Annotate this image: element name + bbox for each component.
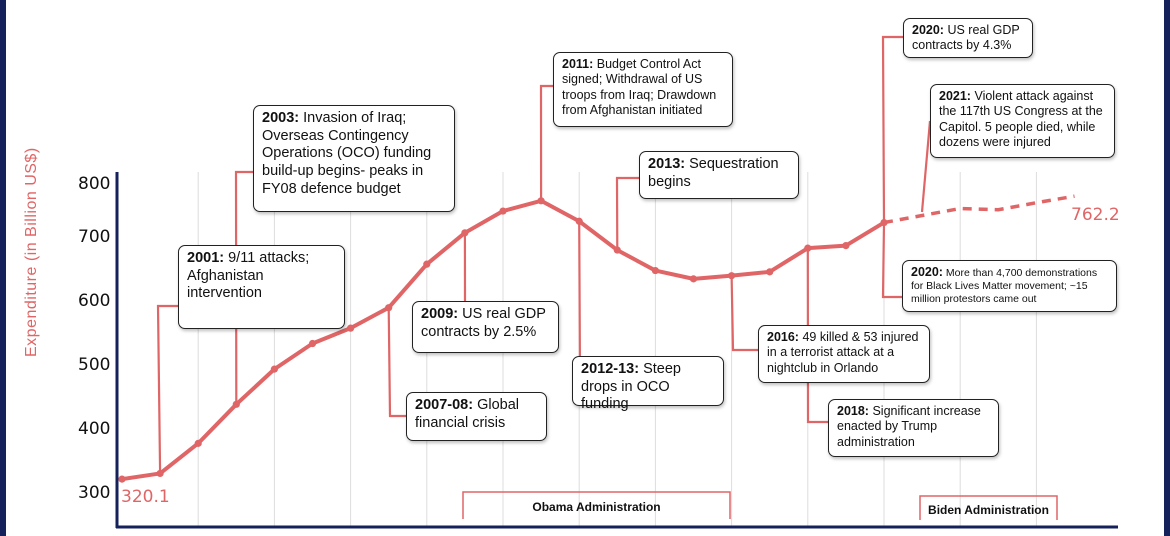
- data-point: [766, 268, 774, 276]
- data-point: [728, 272, 736, 280]
- annotation-2007-08: 2007-08: Global financial crisis: [406, 392, 547, 441]
- data-point: [880, 218, 888, 227]
- y-tick-400: 400: [78, 419, 111, 439]
- annotation-leader: [881, 222, 902, 299]
- end-value-label: 762.2: [1071, 205, 1120, 225]
- annotation-leader: [920, 120, 932, 213]
- annotation-2001: 2001: 9/11 attacks; Afghanistan interven…: [178, 245, 345, 329]
- frame-right-border: [1164, 0, 1170, 536]
- annotation-leader: [615, 176, 639, 251]
- data-point: [423, 260, 431, 268]
- annotation-2012-13: 2012-13: Steep drops in OCO funding: [572, 356, 724, 412]
- annotation-leader: [539, 84, 553, 201]
- y-tick-600: 600: [78, 291, 111, 311]
- annotation-leader: [881, 35, 903, 223]
- y-axis-label: Expenditure (in Billion US$): [23, 147, 40, 357]
- start-value-label: 320.1: [121, 487, 170, 507]
- data-point: [651, 266, 660, 275]
- frame-left-border: [0, 0, 6, 536]
- data-point: [689, 275, 698, 283]
- annotation-2013: 2013: Sequestration begins: [639, 151, 799, 199]
- data-point: [461, 229, 469, 237]
- biden-bracket: [919, 495, 1058, 520]
- series-line-projected: [883, 194, 1075, 225]
- obama-bracket: [462, 491, 731, 519]
- biden-administration-label: Biden Administration: [928, 503, 1049, 517]
- data-point: [347, 324, 355, 332]
- y-tick-500: 500: [78, 355, 111, 375]
- annotation-2021: 2021: Violent attack against the 117th U…: [930, 84, 1115, 158]
- annotation-leader: [806, 248, 828, 424]
- annotation-leader: [156, 304, 178, 474]
- annotation-2016: 2016: 49 killed & 53 injured in a terror…: [758, 325, 930, 383]
- y-tick-300: 300: [78, 483, 111, 503]
- data-point: [499, 207, 507, 215]
- data-point: [804, 244, 812, 252]
- data-point: [842, 242, 850, 250]
- data-point: [385, 304, 393, 312]
- annotation-2009: 2009: US real GDP contracts by 2.5%: [412, 301, 559, 353]
- data-point: [270, 365, 278, 373]
- data-point: [118, 475, 126, 483]
- annotation-2003: 2003: Invasion of Iraq; Overseas Conting…: [253, 105, 455, 212]
- annotation-2020-gdp: 2020: US real GDP contracts by 4.3%: [903, 18, 1033, 58]
- data-point: [575, 217, 583, 225]
- data-point: [232, 400, 240, 408]
- annotation-2018: 2018: Significant increase enacted by Tr…: [828, 399, 999, 457]
- data-point: [537, 197, 545, 205]
- data-point: [194, 439, 202, 447]
- annotation-leader: [387, 307, 406, 418]
- data-point: [156, 469, 164, 478]
- annotation-leader: [730, 275, 758, 352]
- y-tick-700: 700: [78, 227, 111, 247]
- annotation-2020-blm: 2020: More than 4,700 demonstrations for…: [902, 260, 1117, 312]
- y-tick-800: 800: [78, 174, 111, 194]
- annotation-leader: [572, 221, 582, 380]
- data-point: [613, 246, 621, 254]
- data-point: [308, 339, 317, 348]
- obama-administration-label: Obama Administration: [532, 500, 661, 514]
- annotation-2011: 2011: Budget Control Act signed; Withdra…: [553, 52, 733, 127]
